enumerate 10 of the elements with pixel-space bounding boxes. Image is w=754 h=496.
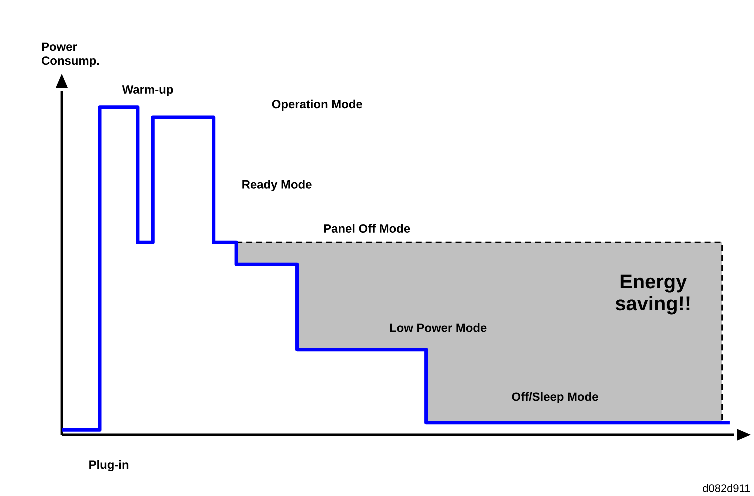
y-axis-title: Power Consump. <box>42 42 100 68</box>
annotation: Energy saving!! <box>616 275 690 315</box>
text: Plug-in <box>90 460 129 472</box>
annotation: Off/Sleep Mode <box>512 392 598 404</box>
annotation: Panel Off Mode <box>324 224 410 234</box>
annotation: Ready Mode <box>242 180 312 192</box>
text: Warm-up <box>122 86 174 97</box>
annotation: Low Power Mode <box>390 324 487 332</box>
text: d082d911 <box>703 484 750 493</box>
annotation: Operation Mode <box>272 100 362 112</box>
